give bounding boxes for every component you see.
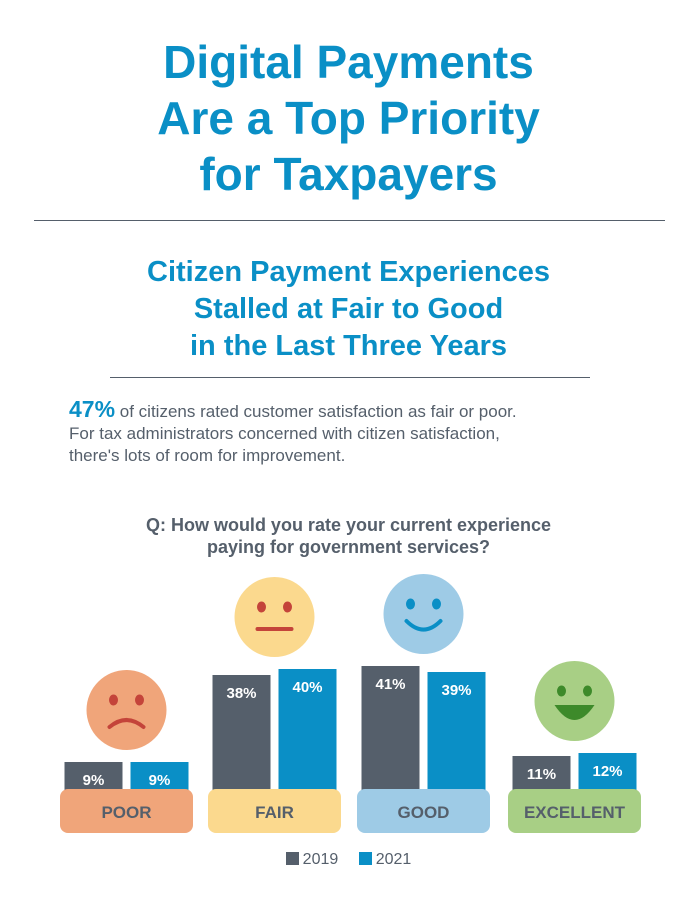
grin-face-icon — [534, 661, 615, 741]
intro-paragraph: 47% of citizens rated customer satisfact… — [69, 398, 669, 467]
bar-fair-2019 — [212, 675, 271, 793]
survey-question: Q: How would you rate your current exper… — [0, 514, 697, 558]
legend-item-2021: 2021 — [358, 851, 412, 868]
legend-label: 2019 — [302, 851, 339, 868]
question-line: paying for government services? — [206, 537, 491, 557]
category-label: GOOD — [398, 803, 450, 822]
category-label: EXCELLENT — [524, 803, 626, 822]
legend-swatch — [358, 852, 372, 865]
bar-poor-2019 — [64, 762, 123, 793]
category-box-excellent — [508, 789, 641, 833]
divider — [34, 220, 665, 221]
smile-face-icon — [383, 574, 464, 654]
category-label: POOR — [101, 803, 151, 822]
data-label: 11% — [527, 766, 556, 783]
intro-text: For tax administrators concerned with ci… — [69, 424, 500, 443]
legend: 2019 2021 — [0, 851, 697, 869]
intro-text: there's lots of room for improvement. — [69, 446, 346, 465]
legend-label: 2021 — [375, 851, 412, 868]
neutral-face-icon — [234, 577, 315, 657]
page-title: Digital Payments Are a Top Priority for … — [0, 34, 697, 202]
data-label: 12% — [592, 763, 622, 780]
divider — [110, 377, 590, 378]
legend-item-2019: 2019 — [285, 851, 339, 868]
title-line: Are a Top Priority — [157, 92, 540, 144]
data-label: 38% — [226, 685, 256, 702]
question-line: Q: How would you rate your current exper… — [145, 515, 552, 535]
bar-good-2019 — [361, 666, 420, 793]
bar-good-2021 — [427, 672, 486, 793]
category-box-fair — [208, 789, 341, 833]
subtitle-line: Stalled at Fair to Good — [193, 293, 504, 325]
bar-fair-2021 — [278, 669, 337, 793]
data-label: 9% — [149, 772, 171, 789]
data-label: 39% — [441, 682, 471, 699]
category-box-good — [357, 789, 490, 833]
data-label: 9% — [83, 772, 105, 789]
bar-excellent-2021 — [578, 753, 637, 793]
sad-face-icon — [86, 670, 167, 750]
category-box-poor — [60, 789, 193, 833]
bar-poor-2021 — [130, 762, 189, 793]
data-label: 40% — [292, 679, 322, 696]
data-label: 41% — [375, 676, 405, 693]
intro-text: of citizens rated customer satisfaction … — [115, 402, 517, 421]
section-heading: Citizen Payment Experiences Stalled at F… — [0, 254, 697, 365]
subtitle-line: in the Last Three Years — [190, 330, 507, 362]
bar-excellent-2019 — [512, 756, 571, 793]
title-line: for Taxpayers — [199, 148, 498, 200]
highlight-stat: 47% — [69, 396, 116, 422]
category-label: FAIR — [255, 803, 294, 822]
legend-swatch — [285, 852, 299, 865]
subtitle-line: Citizen Payment Experiences — [147, 256, 550, 288]
title-line: Digital Payments — [163, 36, 534, 88]
